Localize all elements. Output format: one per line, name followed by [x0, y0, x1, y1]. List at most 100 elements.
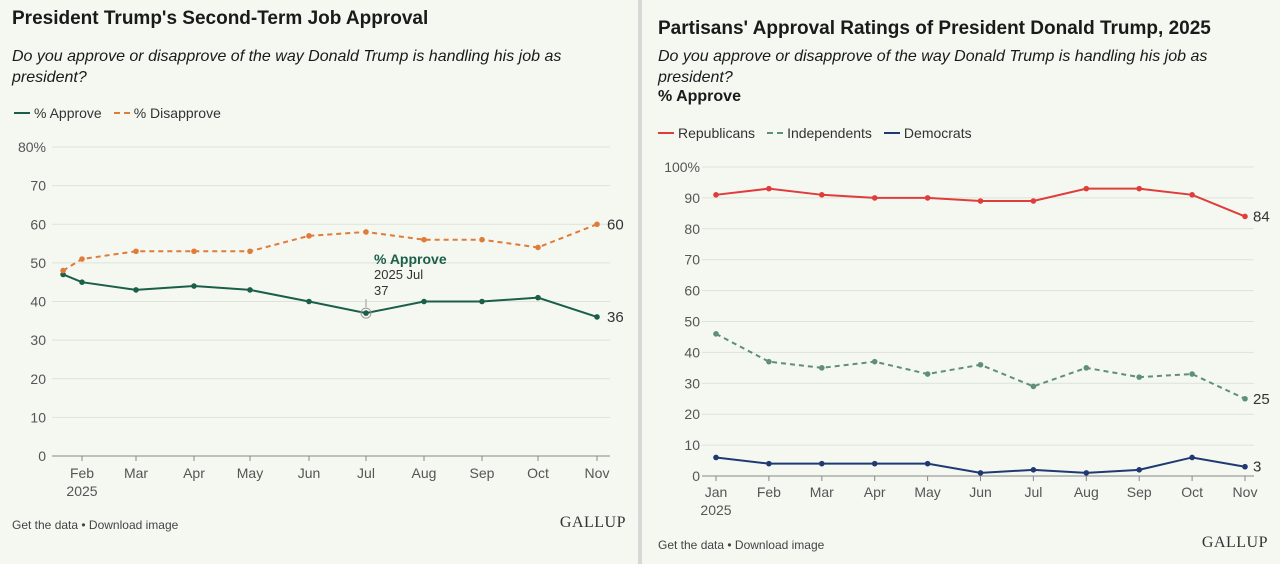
- legend-item-approve[interactable]: % Approve: [14, 105, 102, 121]
- data-point: [977, 198, 984, 204]
- data-point: [819, 192, 825, 198]
- data-point: [1242, 463, 1248, 470]
- data-point: [766, 185, 772, 192]
- legend-item-independents[interactable]: Independents: [767, 125, 872, 141]
- y-tick-label: 50: [684, 314, 700, 330]
- partisan-line-chart: 0 10 20 30 40 50 60 70 80 90 100% Jan Feb Mar Apr May Ju…: [664, 159, 1270, 518]
- tooltip-value: 37: [374, 283, 388, 298]
- data-point: [191, 248, 197, 255]
- x-year-label: 2025: [66, 483, 97, 499]
- data-point: [871, 358, 878, 365]
- data-point: [924, 371, 931, 377]
- data-point: [535, 244, 541, 251]
- data-point: [1083, 470, 1090, 476]
- download-image-link[interactable]: Download image: [734, 538, 825, 552]
- legend-label: Democrats: [903, 125, 972, 141]
- y-tick-label: 70: [684, 252, 700, 268]
- data-point: [363, 229, 369, 235]
- series-line: [62, 223, 598, 272]
- data-point: [871, 460, 878, 467]
- legend-label: Independents: [787, 125, 872, 141]
- data-point: [306, 233, 312, 239]
- x-year-label: 2025: [700, 502, 731, 518]
- data-point: [594, 314, 600, 320]
- x-tick-label: Apr: [183, 465, 205, 481]
- end-value-label: 36: [607, 309, 624, 326]
- chart-subtitle: Do you approve or disapprove of the way …: [658, 48, 1208, 86]
- data-point: [924, 195, 931, 201]
- data-point: [713, 454, 719, 461]
- data-point: [247, 248, 253, 255]
- x-tick-label: Jun: [298, 465, 321, 481]
- legend-label: % Approve: [34, 105, 102, 121]
- data-point: [766, 358, 772, 365]
- data-point: [819, 460, 825, 467]
- data-point: [79, 279, 85, 285]
- x-tick-label: Jun: [969, 484, 992, 500]
- legend-swatch-democrats: [883, 132, 900, 134]
- legend-item-democrats[interactable]: Democrats: [883, 125, 972, 141]
- data-point: [247, 287, 253, 293]
- legend-swatch-independents: [767, 132, 784, 134]
- y-tick-label: 30: [30, 332, 46, 348]
- series-line: [62, 273, 598, 318]
- gallup-logo: GALLUP: [1201, 534, 1268, 551]
- data-point: [421, 298, 427, 305]
- chart-subtitle: Do you approve or disapprove of the way …: [12, 48, 562, 86]
- data-point: [363, 310, 369, 316]
- data-point: [479, 298, 485, 305]
- gallup-logo: GALLUP: [559, 514, 626, 531]
- chart-legend: % Approve % Disapprove: [14, 105, 233, 121]
- data-point: [819, 365, 825, 371]
- data-point: [1189, 454, 1195, 461]
- y-tick-label: 10: [30, 409, 46, 425]
- data-point: [1136, 467, 1142, 473]
- data-point: [713, 331, 719, 337]
- y-tick-label: 30: [684, 375, 700, 391]
- data-point: [871, 195, 878, 201]
- x-tick-label: Oct: [527, 465, 549, 481]
- chart-legend: Republicans Independents Democrats: [658, 125, 984, 141]
- x-tick-label: Feb: [757, 484, 781, 500]
- y-tick-label: 40: [684, 344, 700, 360]
- data-point: [1030, 383, 1037, 390]
- legend-item-disapprove[interactable]: % Disapprove: [113, 105, 221, 121]
- data-point: [713, 192, 719, 198]
- chart-footer: Get the data • Download image: [658, 538, 824, 552]
- data-point: [479, 236, 485, 243]
- chart-footer: Get the data • Download image: [12, 518, 178, 532]
- approval-line-chart: 0 10 20 30 40 50 60 70 80% Feb Mar Apr May Jun Jul Aug S…: [18, 139, 624, 499]
- y-tick-label: 10: [684, 437, 700, 453]
- chart-title: President Trump's Second-Term Job Approv…: [12, 8, 429, 29]
- data-point: [766, 460, 772, 467]
- x-tick-label: Jul: [357, 465, 375, 481]
- get-data-link[interactable]: Get the data: [658, 538, 725, 552]
- x-tick-label: Mar: [810, 484, 834, 500]
- data-point: [1189, 192, 1195, 198]
- download-image-link[interactable]: Download image: [88, 518, 179, 532]
- approval-chart-panel: President Trump's Second-Term Job Approv…: [0, 0, 638, 564]
- data-point: [133, 287, 139, 293]
- data-point: [594, 221, 600, 228]
- y-tick-label: 80: [684, 221, 700, 237]
- tooltip-date: 2025 Jul: [374, 267, 423, 282]
- get-data-link[interactable]: Get the data: [12, 518, 79, 532]
- data-point: [977, 361, 984, 368]
- legend-item-republicans[interactable]: Republicans: [658, 125, 755, 141]
- y-tick-label: 0: [38, 448, 46, 464]
- y-tick-label: 70: [30, 178, 46, 194]
- end-value-label: 60: [607, 216, 624, 233]
- data-point: [1083, 365, 1090, 371]
- x-tick-label: Oct: [1181, 484, 1203, 500]
- data-point: [60, 271, 66, 278]
- x-tick-label: May: [914, 484, 940, 500]
- data-point: [1136, 374, 1142, 380]
- data-point: [133, 248, 139, 255]
- x-tick-label: Jul: [1024, 484, 1042, 500]
- y-tick-label: 60: [30, 216, 46, 232]
- x-tick-label: Feb: [70, 465, 94, 481]
- tooltip-series: % Approve: [374, 251, 447, 267]
- y-tick-label: 20: [684, 406, 700, 422]
- data-point: [1030, 467, 1037, 473]
- x-tick-label: Apr: [864, 484, 886, 500]
